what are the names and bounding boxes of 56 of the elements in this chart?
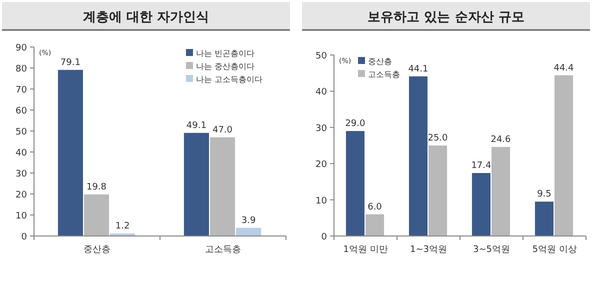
data-label: 44.1 bbox=[408, 64, 428, 74]
legend-label: 중산층 bbox=[368, 57, 392, 66]
data-label: 1.2 bbox=[115, 221, 130, 232]
y-tick-label: 80 bbox=[16, 64, 28, 74]
y-tick-label: 50 bbox=[16, 128, 28, 138]
data-label: 17.4 bbox=[471, 161, 492, 172]
legend-label: 나는 고소득층이다 bbox=[196, 75, 263, 84]
y-tick-label: 90 bbox=[16, 44, 28, 54]
data-label: 47.0 bbox=[212, 125, 233, 136]
legend-label: 나는 빈곤층이다 bbox=[196, 49, 255, 58]
data-label: 24.6 bbox=[490, 134, 512, 145]
data-label: 44.4 bbox=[554, 63, 574, 74]
data-label: 6.0 bbox=[368, 202, 382, 212]
bar bbox=[58, 70, 83, 236]
data-label: 79.1 bbox=[60, 58, 80, 68]
y-tick-label: 40 bbox=[16, 148, 28, 158]
data-label: 3.9 bbox=[241, 216, 256, 226]
bar bbox=[346, 131, 364, 236]
bar bbox=[184, 132, 209, 236]
y-tick-label: 20 bbox=[316, 160, 328, 170]
x-tick-label: 5억원 이상 bbox=[532, 245, 577, 255]
bar bbox=[84, 194, 110, 236]
y-tick-label: 60 bbox=[16, 106, 28, 116]
bar bbox=[472, 173, 490, 236]
x-tick-label: 1~3억원 bbox=[410, 245, 447, 255]
bar bbox=[366, 214, 384, 236]
x-tick-label: 3~5억원 bbox=[473, 245, 510, 255]
y-tick-label: 0 bbox=[321, 232, 328, 242]
legend-label: 나는 중산층이다 bbox=[196, 62, 255, 71]
bar bbox=[428, 146, 448, 236]
data-label: 19.8 bbox=[86, 182, 107, 192]
data-label: 49.1 bbox=[186, 120, 206, 131]
bar bbox=[236, 228, 262, 236]
y-tick-label: 0 bbox=[21, 232, 28, 242]
y-tick-label: 30 bbox=[16, 170, 28, 180]
bar bbox=[492, 146, 510, 236]
y-tick-label: 10 bbox=[316, 196, 328, 206]
x-tick-label: 고소득층 bbox=[205, 245, 241, 255]
chart-title: 보유하고 있는 순자산 규모 bbox=[368, 10, 524, 25]
y-tick-label: 50 bbox=[316, 52, 328, 62]
x-tick-label: 중산층 bbox=[84, 245, 110, 255]
y-tick-label: 10 bbox=[16, 212, 28, 222]
legend-label: 고소득층 bbox=[368, 70, 400, 79]
y-tick-label: 20 bbox=[16, 190, 28, 200]
data-label: 25.0 bbox=[428, 134, 448, 144]
chart-title: 계층에 대한 자가인식 bbox=[82, 10, 210, 25]
data-label: 29.0 bbox=[345, 119, 366, 130]
bar bbox=[408, 76, 428, 236]
y-tick-label: 40 bbox=[316, 88, 328, 98]
bar bbox=[210, 137, 236, 236]
bar bbox=[554, 75, 574, 236]
bar bbox=[534, 202, 554, 236]
y-tick-label: 70 bbox=[16, 86, 28, 96]
data-label: 9.5 bbox=[537, 190, 552, 200]
x-tick-label: 1억원 미만 bbox=[343, 245, 388, 255]
y-tick-label: 30 bbox=[316, 124, 328, 134]
